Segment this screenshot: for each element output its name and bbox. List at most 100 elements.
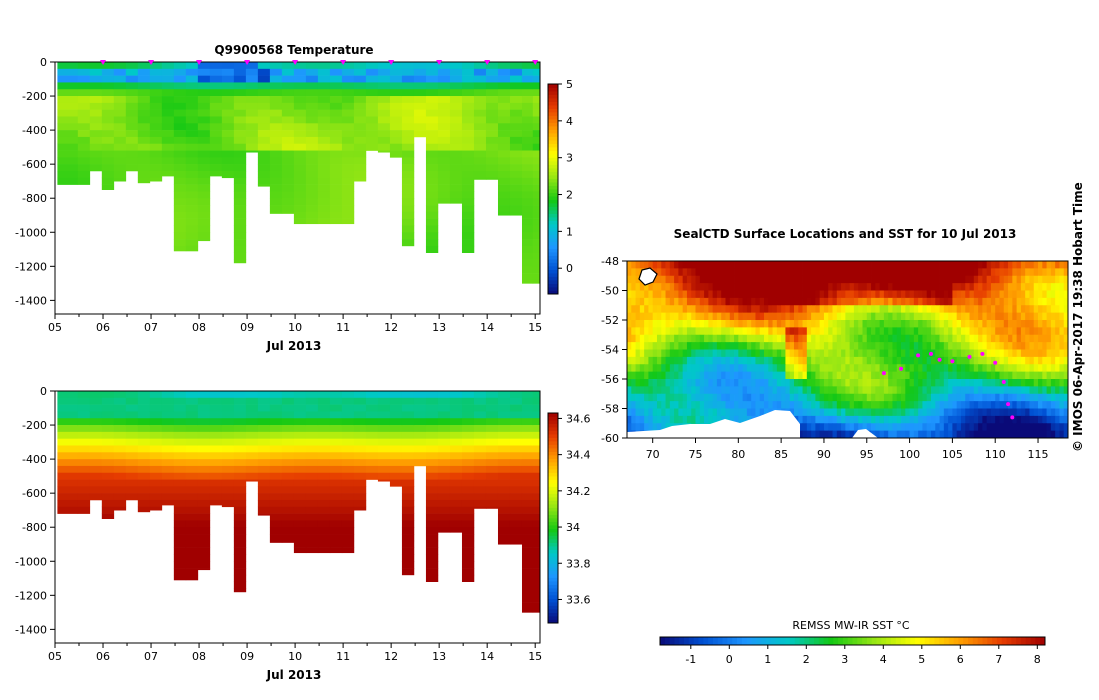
sst-cell xyxy=(811,283,816,291)
profile-cell xyxy=(438,480,450,487)
sst-colorbar-segment xyxy=(737,637,742,645)
sst-cell xyxy=(687,394,692,402)
sst-cell xyxy=(850,268,855,276)
profile-cell xyxy=(390,89,402,96)
profile-cell xyxy=(114,459,126,466)
profile-column xyxy=(533,62,541,284)
profile-cell xyxy=(306,76,318,83)
sst-cell xyxy=(743,283,748,291)
profile-cell xyxy=(330,198,342,205)
profile-cell xyxy=(522,609,533,613)
profile-cell xyxy=(426,89,438,96)
profile-cell xyxy=(222,69,234,76)
profile-cell xyxy=(150,157,162,164)
sst-cell xyxy=(730,298,735,306)
profile-cell xyxy=(522,232,533,239)
profile-cell xyxy=(318,205,330,212)
profile-cell xyxy=(174,411,186,418)
profile-cell xyxy=(114,144,126,151)
profile-cell xyxy=(90,110,102,117)
sst-cell xyxy=(747,261,752,269)
profile-cell xyxy=(246,110,258,117)
profile-cell xyxy=(522,514,533,521)
profile-cell xyxy=(294,473,306,480)
sst-cell xyxy=(768,320,773,328)
sst-cell xyxy=(931,335,936,343)
sst-cell xyxy=(961,409,966,417)
profile-cell xyxy=(234,554,246,561)
profile-cell xyxy=(366,466,378,473)
sst-cell xyxy=(636,291,641,299)
sst-cell xyxy=(828,394,833,402)
profile-cell xyxy=(462,82,474,89)
sst-cell xyxy=(700,320,705,328)
temperature-x-label: Jul 2013 xyxy=(266,339,322,353)
colorbar-segment xyxy=(548,508,558,512)
profile-cell xyxy=(210,411,222,418)
profile-column xyxy=(234,62,246,263)
sst-cell xyxy=(764,401,769,409)
sst-cell xyxy=(1051,283,1056,291)
profile-cell xyxy=(498,411,510,418)
profile-cell xyxy=(522,425,533,432)
colorbar-segment xyxy=(548,473,558,477)
sst-cell xyxy=(631,268,636,276)
sst-cell xyxy=(1047,291,1052,299)
profile-cell xyxy=(486,171,498,178)
sst-cell xyxy=(914,379,919,387)
sst-cell xyxy=(952,364,957,372)
sst-cell xyxy=(738,327,743,335)
sst-cell xyxy=(1017,342,1022,350)
profile-cell xyxy=(426,178,438,185)
sst-cell xyxy=(820,335,825,343)
sst-cell xyxy=(751,276,756,284)
profile-cell xyxy=(474,164,486,171)
sst-cell xyxy=(696,409,701,417)
sst-cell xyxy=(666,276,671,284)
profile-cell xyxy=(57,493,78,500)
sst-cell xyxy=(657,386,662,394)
sst-cell xyxy=(1042,350,1047,358)
profile-cell xyxy=(318,103,330,110)
profile-cell xyxy=(162,452,174,459)
profile-cell xyxy=(282,69,294,76)
profile-cell xyxy=(306,144,318,151)
sst-cell xyxy=(905,409,910,417)
sst-cell xyxy=(935,261,940,269)
sst-cell xyxy=(867,386,872,394)
sst-cell xyxy=(948,320,953,328)
profile-cell xyxy=(450,493,462,500)
profile-cell xyxy=(186,151,198,158)
sst-cell xyxy=(1047,386,1052,394)
profile-cell xyxy=(90,144,102,151)
profile-cell xyxy=(258,391,270,398)
profile-cell xyxy=(210,157,222,164)
profile-cell xyxy=(258,500,270,507)
sst-cell xyxy=(811,386,816,394)
sst-cell xyxy=(657,305,662,313)
sst-cell xyxy=(1004,394,1009,402)
sst-cell xyxy=(987,342,992,350)
profile-cell xyxy=(522,144,533,151)
sst-cell xyxy=(897,320,902,328)
profile-cell xyxy=(462,239,474,246)
profile-cell xyxy=(342,96,354,103)
profile-cell xyxy=(533,76,541,83)
profile-cell xyxy=(533,466,541,473)
sst-cell xyxy=(807,409,812,417)
sst-cell xyxy=(850,283,855,291)
profile-cell xyxy=(258,123,270,130)
sst-cell xyxy=(811,350,816,358)
profile-cell xyxy=(90,418,102,425)
sst-cell xyxy=(640,357,645,365)
profile-cell xyxy=(282,405,294,412)
sst-colorbar-segment xyxy=(804,637,809,645)
sst-cell xyxy=(897,372,902,380)
profile-cell xyxy=(438,520,450,527)
sst-cell xyxy=(764,364,769,372)
profile-cell xyxy=(318,445,330,452)
sst-cell xyxy=(995,268,1000,276)
sst-cell xyxy=(704,364,709,372)
profile-cell xyxy=(522,589,533,596)
sst-cell xyxy=(1034,327,1039,335)
